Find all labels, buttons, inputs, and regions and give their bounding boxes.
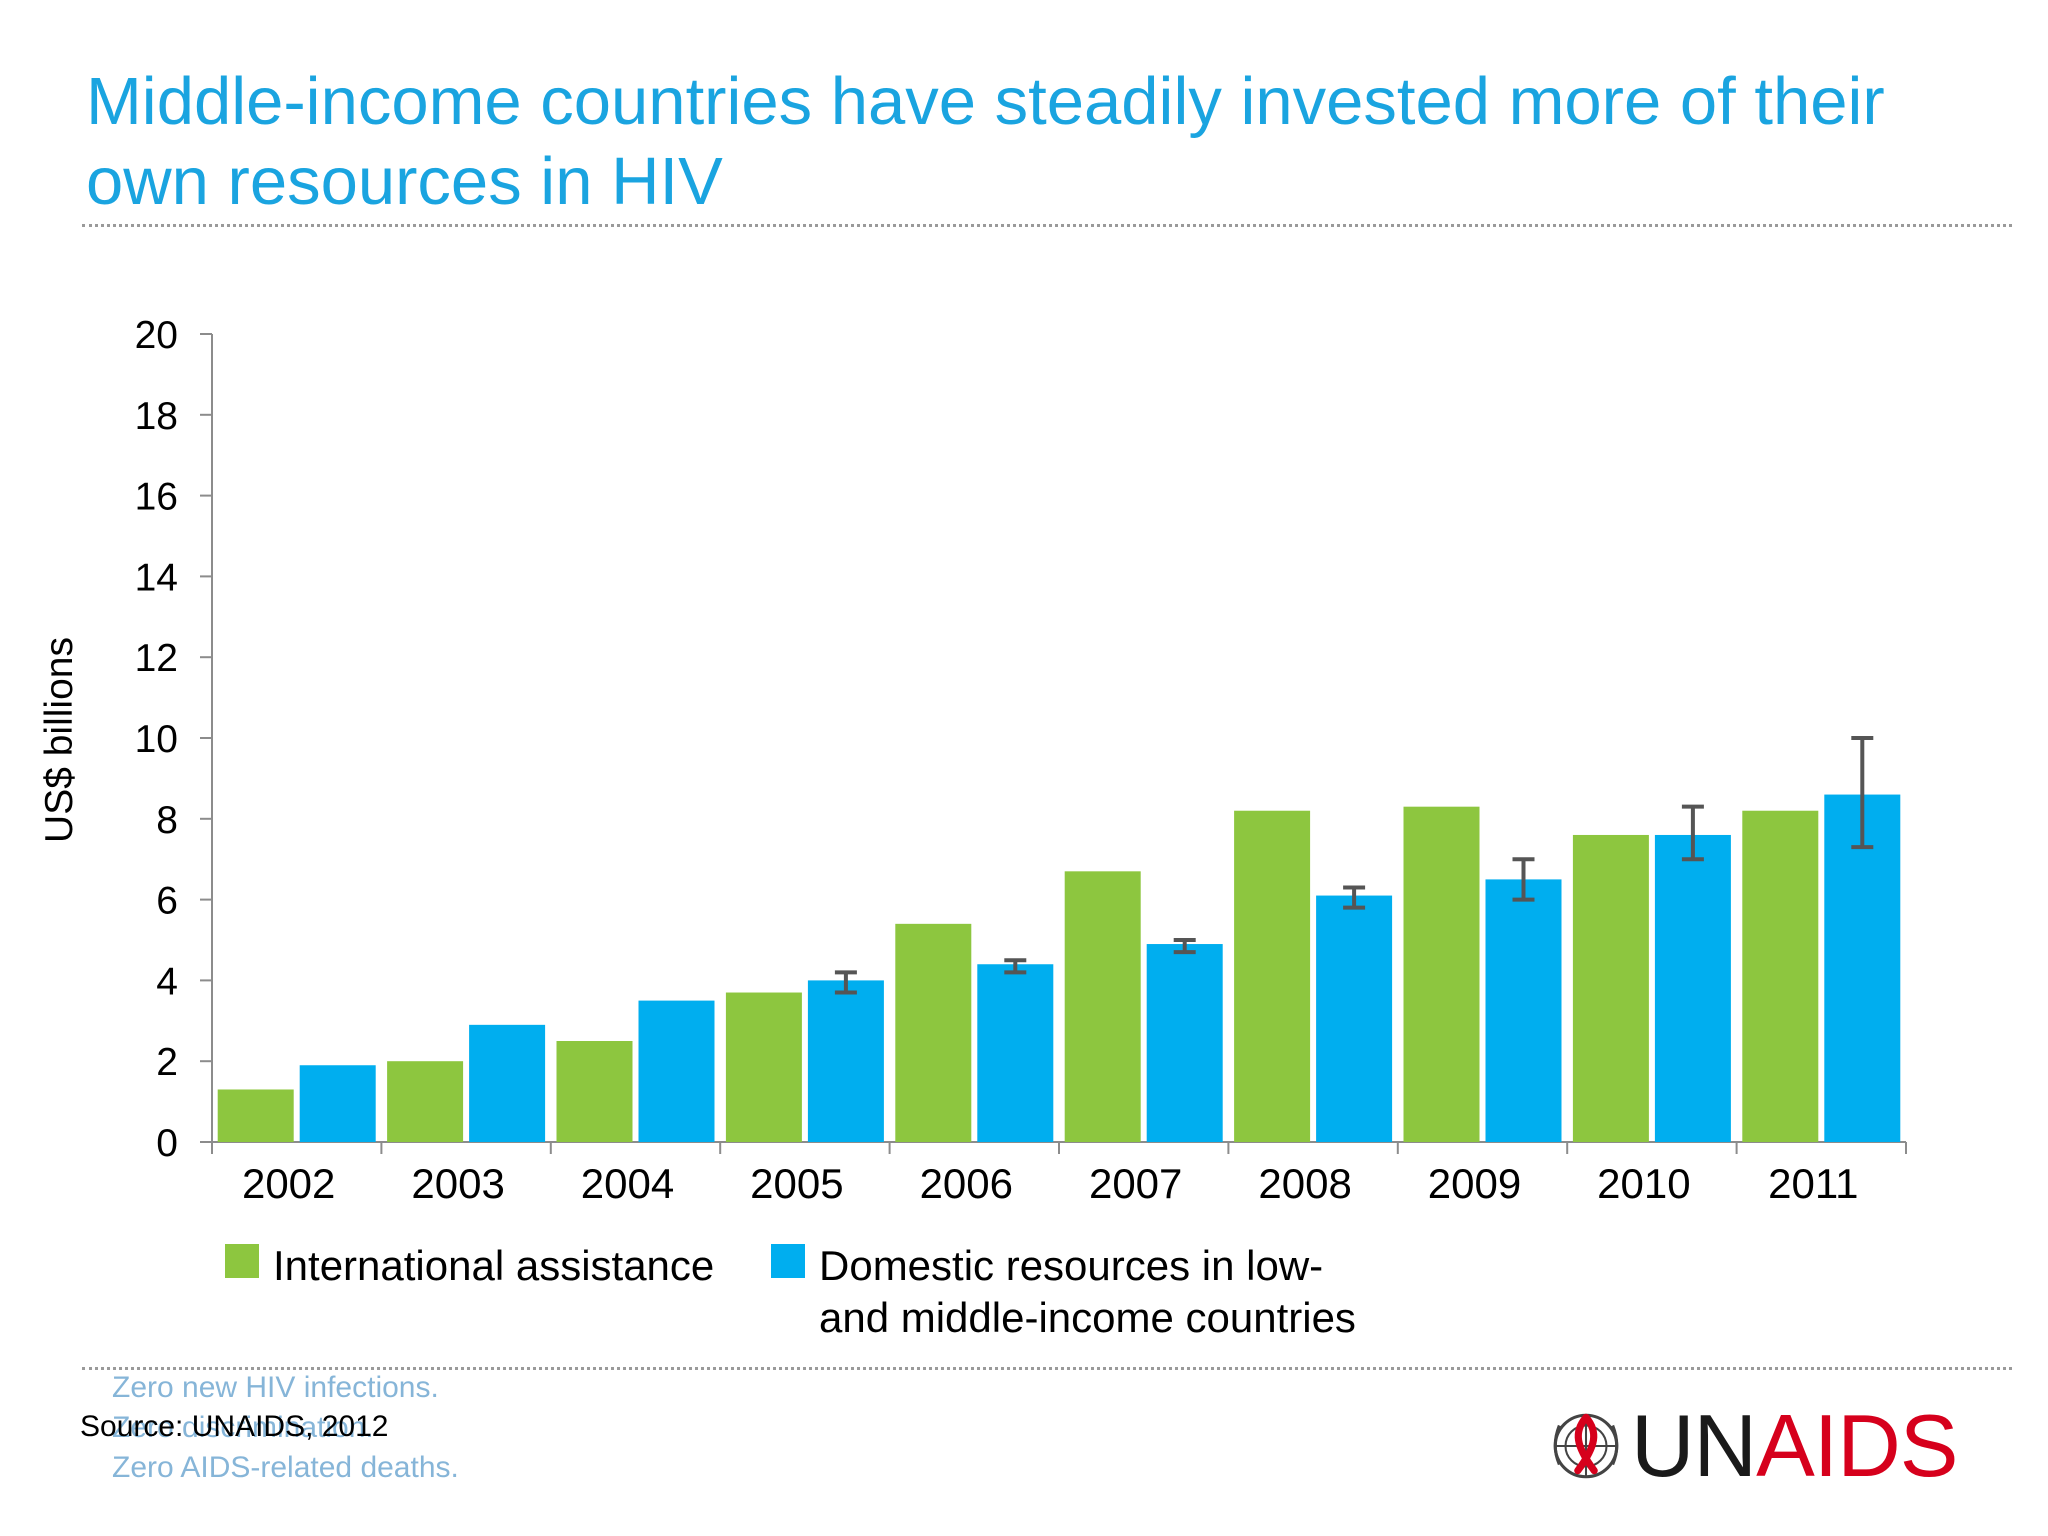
legend-item-domestic-resources: Domestic resources in low- and middle-in… [771, 1240, 1356, 1344]
bottom-divider [82, 1367, 2012, 1370]
bar-domestic-2009 [1485, 879, 1562, 1142]
un-emblem-icon [1553, 1413, 1619, 1479]
bar-international-2011 [1742, 810, 1819, 1142]
bar-international-2010 [1572, 834, 1649, 1142]
y-axis-label: US$ billions [38, 637, 81, 843]
bar-domestic-2010 [1654, 834, 1731, 1142]
bar-international-2006 [895, 923, 972, 1142]
bar-international-2008 [1234, 810, 1311, 1142]
x-tick-label: 2003 [411, 1160, 504, 1207]
bar-domestic-2008 [1316, 895, 1393, 1142]
y-tick-label: 2 [156, 1041, 178, 1084]
bar-domestic-2007 [1146, 944, 1223, 1142]
bar-domestic-2003 [469, 1024, 546, 1142]
bar-domestic-2011 [1824, 794, 1901, 1142]
source-note: Source: UNAIDS, 2012 [80, 1410, 389, 1443]
x-tick-label: 2006 [920, 1160, 1013, 1207]
bar-international-2003 [387, 1061, 464, 1142]
bar-domestic-2004 [638, 1000, 715, 1142]
y-tick-label: 14 [135, 556, 178, 599]
y-tick-label: 0 [156, 1122, 178, 1165]
bar-domestic-2002 [299, 1065, 376, 1142]
y-tick-label: 4 [156, 960, 178, 1003]
x-tick-label: 2004 [581, 1160, 674, 1207]
chart-legend: International assistance Domestic resour… [225, 1240, 1525, 1350]
y-tick-label: 10 [135, 718, 178, 761]
y-tick-label: 6 [156, 880, 178, 923]
top-divider [82, 224, 2012, 227]
x-tick-label: 2008 [1258, 1160, 1351, 1207]
bar-international-2009 [1403, 806, 1480, 1142]
x-tick-label: 2011 [1768, 1160, 1858, 1207]
x-tick-label: 2005 [750, 1160, 843, 1207]
bar-international-2004 [556, 1041, 633, 1142]
x-tick-label: 2009 [1428, 1160, 1521, 1207]
y-tick-label: 16 [135, 476, 178, 519]
legend-item-international-assistance: International assistance [225, 1240, 714, 1292]
logo-wordmark: UNAIDS [1631, 1395, 1959, 1497]
bar-international-2005 [725, 992, 802, 1142]
y-tick-label: 12 [135, 637, 178, 680]
legend-swatch-domestic [771, 1244, 805, 1278]
bar-international-2007 [1064, 871, 1141, 1142]
y-tick-label: 20 [135, 314, 178, 357]
unaids-logo: UNAIDS [1545, 1395, 1959, 1497]
bar-international-2002 [217, 1089, 294, 1142]
slide-title: Middle-income countries have steadily in… [86, 64, 1885, 219]
legend-label-domestic: Domestic resources in low- and middle-in… [819, 1242, 1356, 1341]
legend-label-international: International assistance [273, 1242, 715, 1289]
x-tick-label: 2007 [1089, 1160, 1182, 1207]
logo-text-aids: AIDS [1756, 1396, 1958, 1495]
legend-swatch-international [225, 1244, 259, 1278]
x-tick-label: 2010 [1597, 1160, 1690, 1207]
logo-text-un: UN [1631, 1396, 1757, 1495]
x-tick-label: 2002 [242, 1160, 335, 1207]
y-tick-label: 8 [156, 799, 178, 842]
bar-domestic-2006 [977, 964, 1054, 1142]
tagline-watermark: Zero new HIV infections. Zero discrimina… [112, 1371, 459, 1484]
y-tick-label: 18 [135, 395, 178, 438]
bar-domestic-2005 [807, 980, 884, 1142]
